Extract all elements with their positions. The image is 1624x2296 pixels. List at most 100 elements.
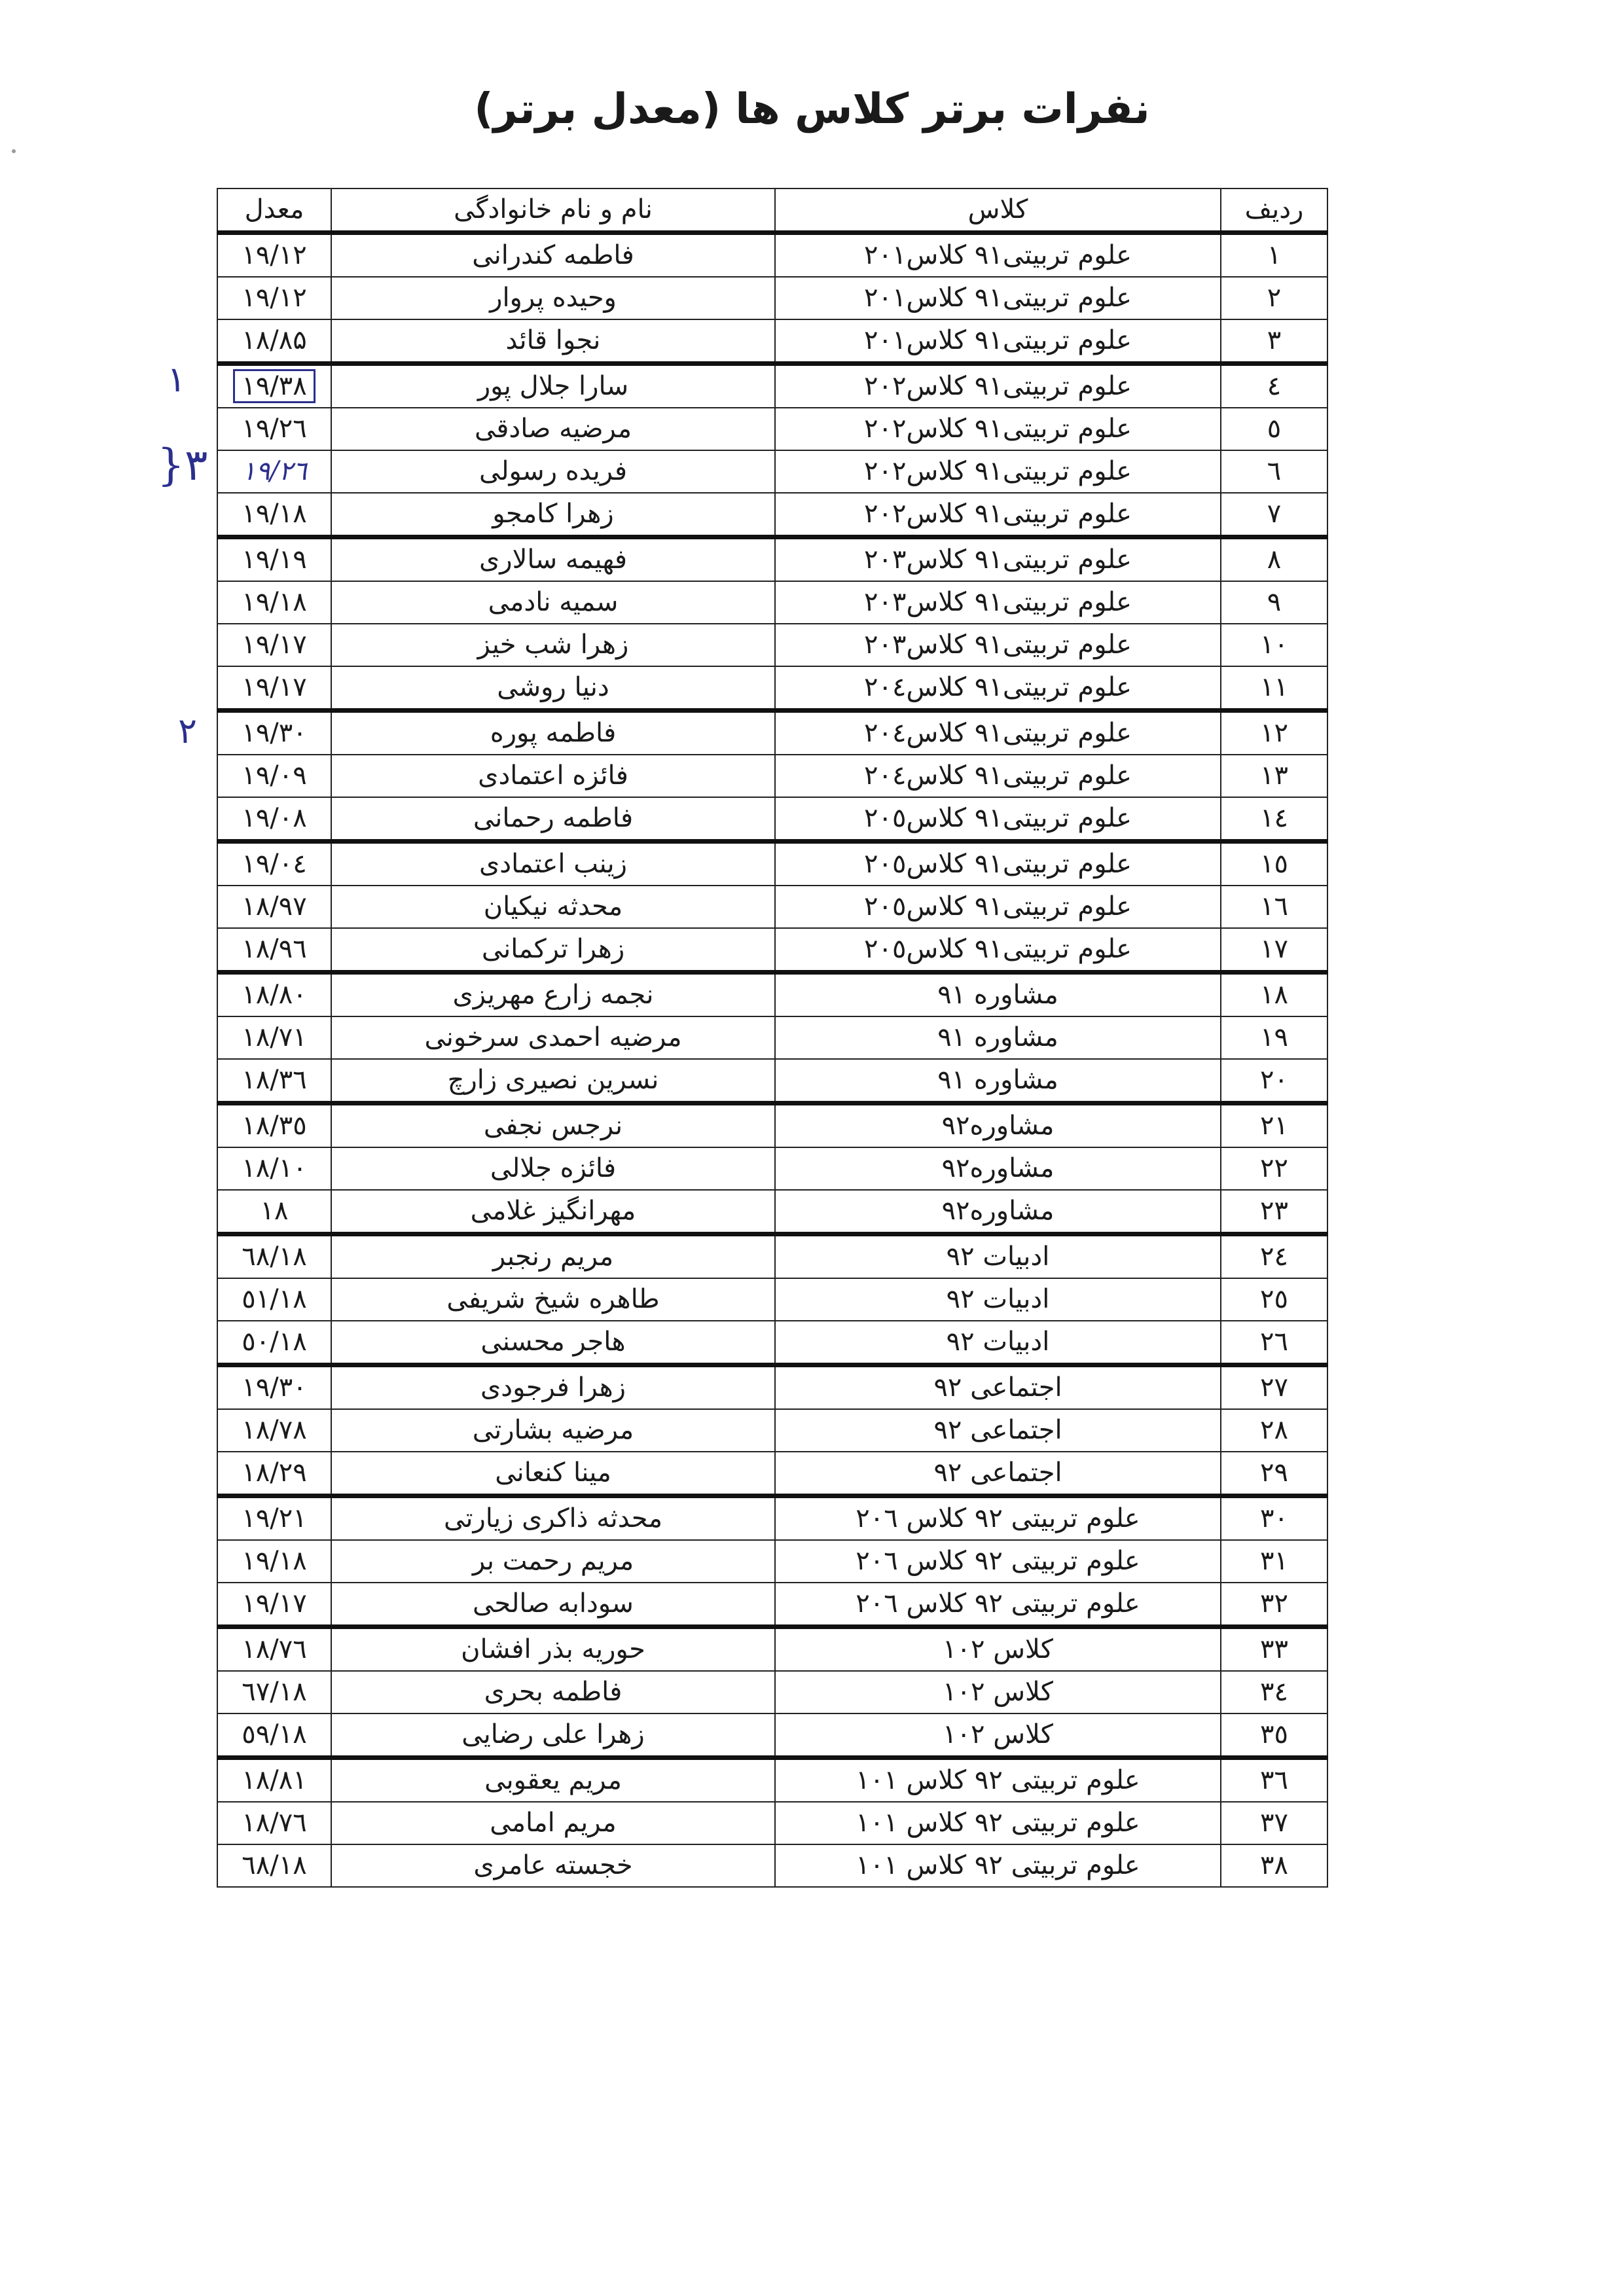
cell-row-number-text: ۱٤ [1260,803,1288,833]
cell-average-text: ۱۹/۰٤ [242,849,307,879]
cell-class-text: علوم تربیتی۹۱ کلاس۲۰۲ [864,456,1132,486]
cell-name-text: محدثه ذاکری زیارتی [443,1503,663,1534]
cell-row-number: ۲٥ [1220,1278,1328,1321]
top-students-table: ردیف کلاس نام و نام خانوادگی معدل ۱ علوم … [217,188,1328,1888]
cell-row-number: ۲۱ [1220,1102,1328,1148]
cell-row-number-text: ۱۲ [1260,718,1288,748]
cell-row-number-text: ۹ [1267,587,1282,617]
cell-average-text: ۱۸/٥۰ [242,1327,307,1357]
cell-name: مریم امامی [331,1801,776,1845]
cell-name: زهرا علی رضایی [331,1713,776,1760]
cell-name: فائزه جلالی [331,1147,776,1191]
cell-class: اجتماعی ۹۲ [774,1364,1221,1410]
cell-name: فاطمه پوره [331,709,776,755]
cell-class: علوم تربیتی ۹۲ کلاس ۲۰٦ [774,1539,1221,1583]
cell-class: مشاوره ۹۱ [774,971,1221,1017]
cell-name-text: مرضیه بشارتی [472,1415,634,1445]
cell-average-text: ۱۸/٥۱ [242,1284,307,1314]
cell-row-number: ۱۱ [1220,666,1328,713]
cell-average: ۱۸/۷۱ [217,1016,332,1060]
table-row: ۷ علوم تربیتی۹۱ کلاس۲۰۲ زهرا کامجو ۱۹/۱۸ [217,492,1328,539]
cell-name: نجوا قائد [331,319,776,366]
cell-average: ۱۸ [217,1189,332,1236]
cell-average: ۱۸/٥۱ [217,1278,332,1321]
table-row: ۱ علوم تربیتی۹۱ کلاس۲۰۱ فاطمه کندرانی ۱۹/۱۲ [217,232,1328,278]
cell-name: سودابه صالحی [331,1582,776,1629]
cell-average: ۱۹/۱۷ [217,1582,332,1629]
cell-row-number: ۲ [1220,276,1328,320]
table-row: ٦ علوم تربیتی۹۱ کلاس۲۰۲ فریده رسولی ۱۹/۲٦ [217,450,1328,493]
cell-average-text: ۱۹/۱۸ [242,499,307,529]
cell-average-text: ۱۹/۱۸ [242,587,307,617]
cell-class: علوم تربیتی ۹۲ کلاس ۱۰۱ [774,1844,1221,1888]
cell-name-text: دنیا روشی [497,672,609,702]
cell-row-number-text: ۲۸ [1260,1415,1288,1445]
cell-row-number-text: ٥ [1267,414,1282,444]
cell-class-text: علوم تربیتی ۹۲ کلاس ۱۰۱ [856,1765,1140,1795]
table-row: ۱۹ مشاوره ۹۱ مرضیه احمدی سرخونی ۱۸/۷۱ [217,1016,1328,1060]
cell-row-number: ۱۸ [1220,971,1328,1017]
cell-average: ۱۹/۱۷ [217,623,332,667]
cell-name: زهرا فرجودی [331,1364,776,1410]
cell-row-number-text: ۲۷ [1260,1372,1288,1403]
table-row: ۱۳ علوم تربیتی۹۱ کلاس۲۰٤ فائزه اعتمادی ۱۹/۰… [217,754,1328,798]
cell-name: هاجر محسنی [331,1320,776,1367]
cell-class: علوم تربیتی۹۱ کلاس۲۰۱ [774,232,1221,278]
table-row: ٥ علوم تربیتی۹۱ کلاس۲۰۲ مرضیه صادقی ۱۹/۲٦ [217,407,1328,451]
cell-average: ۱۹/۱۲ [217,232,332,278]
cell-class-text: مشاوره ۹۱ [937,1065,1058,1095]
cell-average-text: ۱۸/٦۸ [242,1850,307,1880]
cell-class: علوم تربیتی۹۱ کلاس۲۰٥ [774,840,1221,886]
table-row: ۲ علوم تربیتی۹۱ کلاس۲۰۱ وحیده پروار ۱۹/۱۲ [217,276,1328,320]
cell-name-text: سارا جلال پور [477,371,629,401]
cell-class: علوم تربیتی۹۱ کلاس۲۰٥ [774,885,1221,929]
cell-row-number: ۳۱ [1220,1539,1328,1583]
cell-average-text: ۱۹/۱۲ [242,283,307,313]
cell-name: فائزه اعتمادی [331,754,776,798]
cell-row-number-text: ۳۰ [1260,1503,1288,1534]
cell-average-text: ۱۸/٦۸ [242,1242,307,1272]
cell-class-text: مشاوره۹۲ [941,1196,1055,1226]
cell-class: علوم تربیتی۹۱ کلاس۲۰۳ [774,536,1221,582]
cell-row-number: ۱۲ [1220,709,1328,755]
cell-average-text: ۱۹/۰۹ [242,761,307,791]
cell-name-text: حوریه بذر افشان [461,1634,645,1664]
cell-average: ۱۹/۱۸ [217,492,332,539]
cell-row-number: ۳۲ [1220,1582,1328,1629]
cell-row-number-text: ۱۹ [1260,1022,1288,1052]
cell-row-number-text: ۳۷ [1260,1808,1288,1838]
cell-average: ۱۸/۹۷ [217,885,332,929]
cell-average-text: ۱۸/۱۰ [242,1153,307,1183]
cell-class-text: مشاوره۹۲ [941,1111,1055,1141]
cell-name-text: زهرا کامجو [492,499,614,529]
cell-class-text: علوم تربیتی۹۱ کلاس۲۰۳ [864,630,1132,660]
cell-row-number: ۲٦ [1220,1320,1328,1367]
cell-average: ۱۹/۲۱ [217,1495,332,1541]
cell-name: مرضیه صادقی [331,407,776,451]
cell-average: ۱۹/۱۷ [217,666,332,713]
cell-average-text: ۱۹/۰۸ [242,803,307,833]
table-row: ۱۲ علوم تربیتی۹۱ کلاس۲۰٤ فاطمه پوره ۱۹/۳۰ [217,709,1328,755]
cell-class-text: علوم تربیتی۹۱ کلاس۲۰٤ [864,672,1132,702]
cell-name: زهرا شب خیز [331,623,776,667]
cell-name-text: فریده رسولی [478,456,627,486]
cell-row-number-text: ۲۱ [1260,1111,1288,1141]
cell-class: علوم تربیتی۹۱ کلاس۲۰٥ [774,797,1221,844]
cell-average-text: ۱۸/٦۷ [242,1677,307,1707]
cell-row-number-text: ۱۷ [1260,934,1288,964]
cell-average-text: ۱۹/۱۲ [242,240,307,270]
cell-class-text: علوم تربیتی۹۱ کلاس۲۰٥ [864,934,1132,964]
header-name: نام و نام خانوادگی [331,188,776,235]
cell-average: ۱۸/۲۹ [217,1451,332,1498]
cell-name-text: سودابه صالحی [473,1588,634,1619]
cell-name-text: نجوا قائد [505,325,601,355]
header-class: کلاس [774,188,1221,235]
cell-name: فاطمه بحری [331,1670,776,1714]
cell-row-number-text: ۲۰ [1260,1065,1288,1095]
cell-class-text: اجتماعی ۹۲ [933,1415,1062,1445]
cell-row-number-text: ۱۰ [1260,630,1288,660]
cell-name-text: فهیمه سالاری [478,545,628,575]
cell-row-number: ۲۲ [1220,1147,1328,1191]
cell-average-text: ۱۸/۹٦ [242,934,307,964]
table-row: ۹ علوم تربیتی۹۱ کلاس۲۰۳ سمیه نادمی ۱۹/۱۸ [217,581,1328,624]
